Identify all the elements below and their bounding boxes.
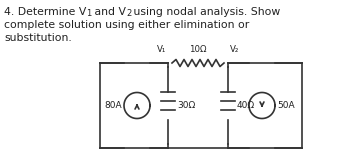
Text: 4. Determine V: 4. Determine V xyxy=(4,7,86,17)
Text: using nodal analysis. Show: using nodal analysis. Show xyxy=(130,7,280,17)
Text: 50A: 50A xyxy=(277,101,295,110)
Text: 80A: 80A xyxy=(104,101,122,110)
Text: 1: 1 xyxy=(86,9,91,18)
Text: substitution.: substitution. xyxy=(4,33,72,43)
Text: 2: 2 xyxy=(126,9,131,18)
Text: complete solution using either elimination or: complete solution using either eliminati… xyxy=(4,20,249,30)
Text: V₁: V₁ xyxy=(157,45,166,54)
Text: 40Ω: 40Ω xyxy=(237,101,255,110)
Text: 30Ω: 30Ω xyxy=(177,101,195,110)
Text: 10Ω: 10Ω xyxy=(189,45,207,54)
Text: and V: and V xyxy=(91,7,126,17)
Text: V₂: V₂ xyxy=(230,45,239,54)
